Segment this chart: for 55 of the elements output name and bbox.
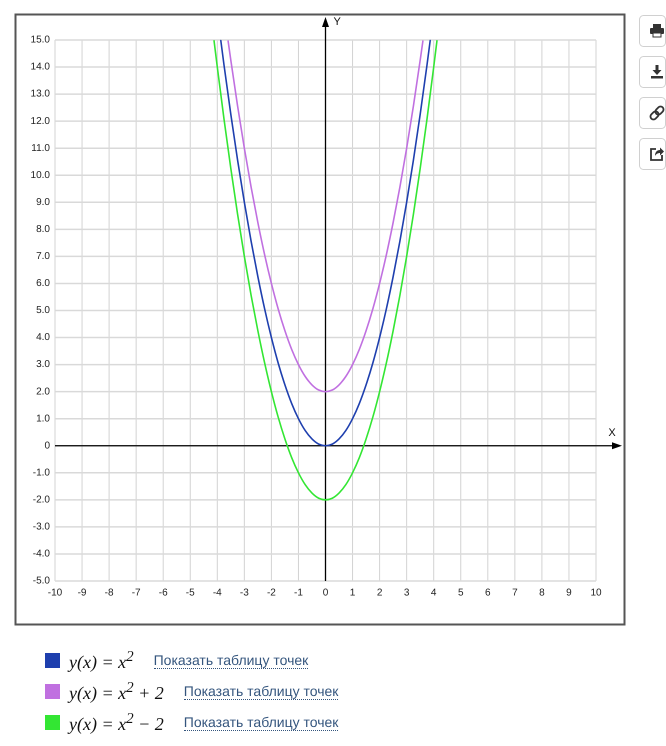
y-tick-label: 5.0: [36, 305, 50, 316]
y-tick-label: -5.0: [32, 576, 50, 587]
y-tick-label: 0: [44, 440, 50, 452]
y-tick-label: -4.0: [32, 548, 50, 560]
y-tick-label: 10.0: [30, 170, 50, 181]
y-tick-label: 7.0: [36, 251, 50, 262]
x-tick-label: -6: [158, 588, 168, 599]
x-axis-title: X: [608, 426, 616, 439]
text: Показать таблицу точек: [184, 714, 338, 731]
download-button[interactable]: [639, 56, 666, 88]
x-tick-label: 8: [539, 588, 546, 599]
y-tick-label: 2.0: [36, 386, 50, 398]
x-tick-label: 7: [512, 588, 518, 599]
y-tick-label: 15.0: [30, 34, 50, 46]
x-tick-label: -7: [132, 588, 142, 599]
y-tick-label: 6.0: [36, 278, 50, 290]
y-tick-label: 8.0: [36, 224, 50, 235]
y-axis-title: Y: [334, 16, 342, 28]
x-tick-label: 1: [350, 588, 356, 599]
x-tick-label: -3: [240, 588, 250, 599]
y-tick-label: 4.0: [36, 332, 50, 344]
y-tick-label: 3.0: [36, 359, 50, 370]
x-tick-label: -9: [78, 588, 87, 599]
x-tick-label: -1: [294, 588, 304, 599]
x-tick-label: 10: [590, 588, 602, 599]
legend-label: y(x) = x$^{2}$ + 2: [69, 680, 164, 704]
x-tick-label: 3: [404, 588, 410, 599]
x-tick-label: -4: [212, 588, 222, 599]
y-tick-label: 12.0: [30, 116, 50, 127]
x-tick-label: 2: [376, 588, 383, 599]
y-tick-label: -1.0: [32, 467, 50, 478]
y-tick-label: -2.0: [32, 494, 50, 506]
line-series: [213, 40, 438, 501]
x-tick-label: -2: [266, 588, 276, 599]
text: Показать таблицу точек: [184, 683, 338, 700]
link-button[interactable]: [639, 97, 666, 129]
y-tick-label: 14.0: [30, 62, 50, 73]
x-tick-label: -10: [48, 588, 63, 599]
x-tick-label: 5: [458, 588, 464, 599]
x-tick-label: 6: [485, 588, 492, 599]
y-tick-label: 1.0: [36, 413, 50, 424]
text: Показать таблицу точек: [154, 652, 308, 669]
x-tick-label: 9: [566, 588, 572, 599]
y-tick-label: -3.0: [32, 522, 50, 533]
y-tick-label: 11.0: [31, 142, 50, 154]
x-tick-label: 4: [430, 588, 437, 599]
legend-label: y(x) = x$^{2}$: [69, 648, 134, 672]
y-tick-label: 9.0: [36, 196, 50, 208]
legend-label: y(x) = x$^{2}$ − 2: [69, 710, 164, 734]
line-series: [220, 40, 431, 447]
x-tick-label: -5: [186, 588, 196, 599]
y-tick-label: 13.0: [30, 88, 50, 100]
x-tick-label: -8: [104, 588, 114, 599]
line-series: [227, 40, 424, 392]
x-tick-label: 0: [322, 588, 329, 599]
